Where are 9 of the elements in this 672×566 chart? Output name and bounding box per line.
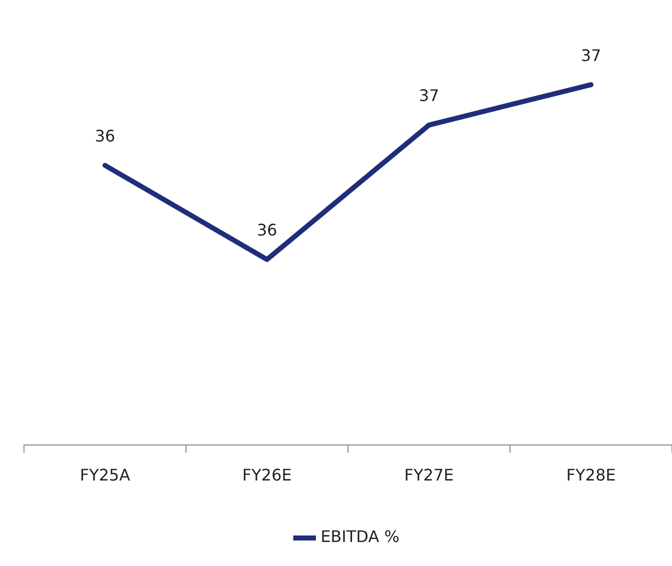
x-tick-label: FY25A [80, 466, 130, 485]
data-label: 37 [580, 46, 602, 65]
x-tick-label: FY26E [242, 466, 292, 485]
data-label: 36 [94, 126, 116, 146]
data-label: 37 [418, 86, 440, 106]
x-tick-label: FY28E [566, 466, 616, 485]
x-tick-label: FY27E [404, 466, 454, 485]
data-label: 36 [256, 220, 278, 240]
legend-label: EBITDA % [320, 527, 400, 546]
